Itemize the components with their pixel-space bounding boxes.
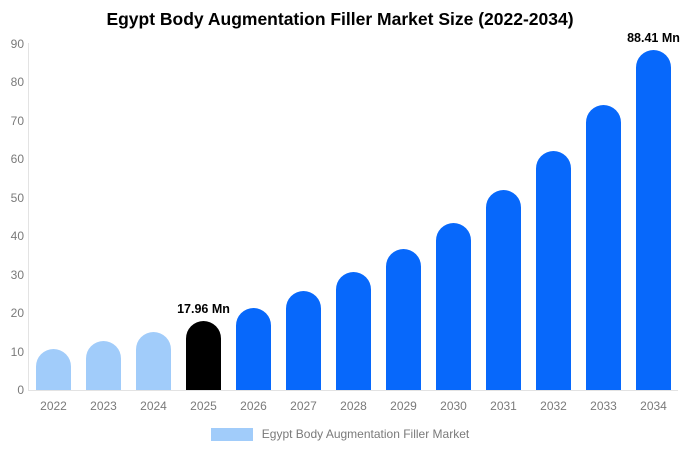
x-tick-label: 2032	[540, 399, 567, 413]
y-tick-label: 60	[10, 152, 24, 166]
bar-2031[interactable]	[486, 189, 521, 390]
bar-2029[interactable]	[386, 249, 421, 390]
data-label-2034: 88.41 Mn	[627, 30, 680, 45]
bar-2032[interactable]	[536, 151, 571, 390]
y-tick-label: 80	[10, 75, 24, 89]
x-tick-label: 2024	[140, 399, 167, 413]
x-tick-label: 2027	[290, 399, 317, 413]
y-tick-label: 50	[10, 190, 24, 205]
x-tick-label: 2030	[440, 399, 467, 413]
bar-2026[interactable]	[236, 307, 271, 390]
x-tick-label: 2028	[340, 399, 367, 413]
x-tick-label: 2033	[590, 399, 617, 413]
y-tick-label: 30	[10, 267, 24, 282]
bar-2028[interactable]	[336, 272, 371, 390]
y-tick-label: 0	[17, 383, 24, 397]
y-tick-label: 40	[10, 229, 24, 243]
x-tick-label: 2022	[40, 399, 67, 413]
chart-title: Egypt Body Augmentation Filler Market Si…	[106, 9, 574, 29]
y-tick-label: 90	[10, 36, 24, 51]
y-axis-line	[28, 43, 29, 390]
x-axis-line	[28, 390, 678, 391]
bar-2022[interactable]	[36, 349, 71, 390]
bar-2023[interactable]	[86, 341, 121, 390]
x-tick-label: 2034	[640, 399, 667, 413]
bar-2030[interactable]	[436, 222, 471, 390]
bar-2034[interactable]	[636, 49, 671, 390]
legend-swatch[interactable]	[210, 427, 253, 441]
x-tick-label: 2025	[190, 399, 217, 413]
y-tick-label: 20	[10, 306, 24, 320]
bar-2033[interactable]	[586, 104, 621, 390]
legend: Egypt Body Augmentation Filler Market	[0, 426, 680, 442]
bar-2024[interactable]	[136, 331, 171, 390]
x-tick-label: 2023	[90, 399, 117, 413]
y-tick-label: 70	[10, 113, 24, 128]
x-tick-label: 2029	[390, 399, 417, 413]
legend-label[interactable]: Egypt Body Augmentation Filler Market	[261, 427, 470, 441]
y-tick-label: 10	[10, 344, 24, 359]
x-tick-label: 2031	[490, 399, 517, 413]
x-tick-label: 2026	[240, 399, 267, 413]
data-label-2025: 17.96 Mn	[177, 301, 230, 316]
bar-2027[interactable]	[286, 291, 321, 390]
bar-2025[interactable]	[186, 320, 221, 390]
